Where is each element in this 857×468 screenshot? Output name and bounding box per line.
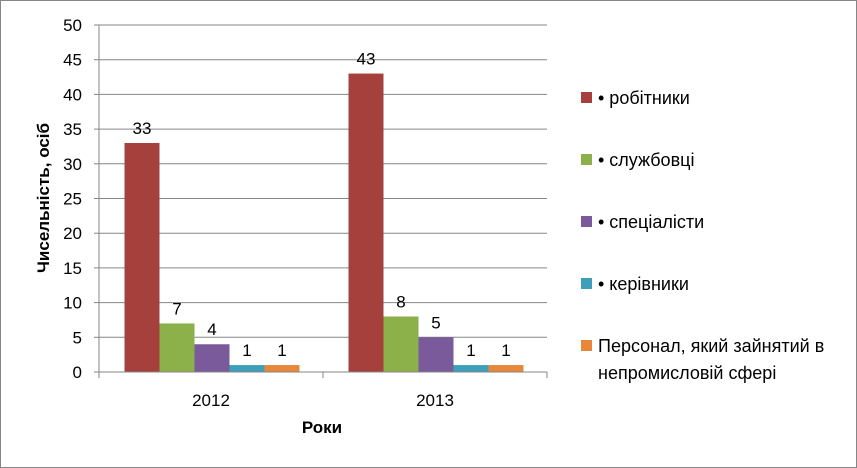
bar <box>383 316 419 372</box>
gridlines <box>94 24 547 373</box>
y-axis-title: Чисельність, осіб <box>34 123 53 273</box>
x-tick-label: 2013 <box>416 391 454 410</box>
bar <box>488 365 524 372</box>
data-label: 1 <box>277 341 286 360</box>
y-tick-label: 35 <box>63 120 82 139</box>
data-label: 33 <box>133 119 152 138</box>
data-label: 4 <box>207 320 216 339</box>
y-tick-label: 15 <box>63 259 82 278</box>
legend-label: • службовці <box>598 150 694 170</box>
legend-label: • робітники <box>598 88 690 108</box>
y-axis-ticks: 0 5 10 15 20 25 30 35 40 45 50 <box>63 16 82 382</box>
y-tick-label: 0 <box>73 363 82 382</box>
y-tick-label: 10 <box>63 294 82 313</box>
legend-swatch <box>581 92 592 103</box>
data-label: 7 <box>172 299 181 318</box>
legend-swatch <box>581 216 592 227</box>
bar <box>229 365 265 372</box>
y-tick-label: 5 <box>73 328 82 347</box>
y-tick-label: 30 <box>63 155 82 174</box>
legend-swatch <box>581 278 592 289</box>
y-tick-label: 25 <box>63 190 82 209</box>
y-tick-label: 40 <box>63 85 82 104</box>
legend-label: непромисловій сфері <box>598 363 776 383</box>
x-axis-title: Роки <box>302 418 342 437</box>
data-label: 5 <box>431 313 440 332</box>
bar <box>418 337 454 372</box>
bar <box>159 323 195 372</box>
bar <box>124 142 160 372</box>
legend-swatch <box>581 154 592 165</box>
bar <box>453 365 489 372</box>
bars <box>124 73 524 372</box>
bar <box>264 365 300 372</box>
data-label: 1 <box>466 341 475 360</box>
y-tick-label: 50 <box>63 16 82 35</box>
legend-label: Персонал, який зайнятий в <box>598 336 824 356</box>
legend-swatch <box>581 340 592 351</box>
y-tick-label: 20 <box>63 224 82 243</box>
data-label: 1 <box>501 341 510 360</box>
bar <box>348 73 384 372</box>
x-tick-label: 2012 <box>192 391 230 410</box>
x-axis-ticks: 2012 2013 <box>192 391 454 410</box>
data-label: 1 <box>242 341 251 360</box>
bar <box>194 344 230 372</box>
x-axis <box>98 25 548 378</box>
legend-label: • керівники <box>598 274 689 294</box>
y-tick-label: 45 <box>63 51 82 70</box>
legend-label: • спеціалісти <box>598 212 704 232</box>
data-label: 8 <box>396 292 405 311</box>
legend: • робітники • службовці • спеціалісти • кер… <box>581 88 824 383</box>
data-label: 43 <box>357 50 376 69</box>
